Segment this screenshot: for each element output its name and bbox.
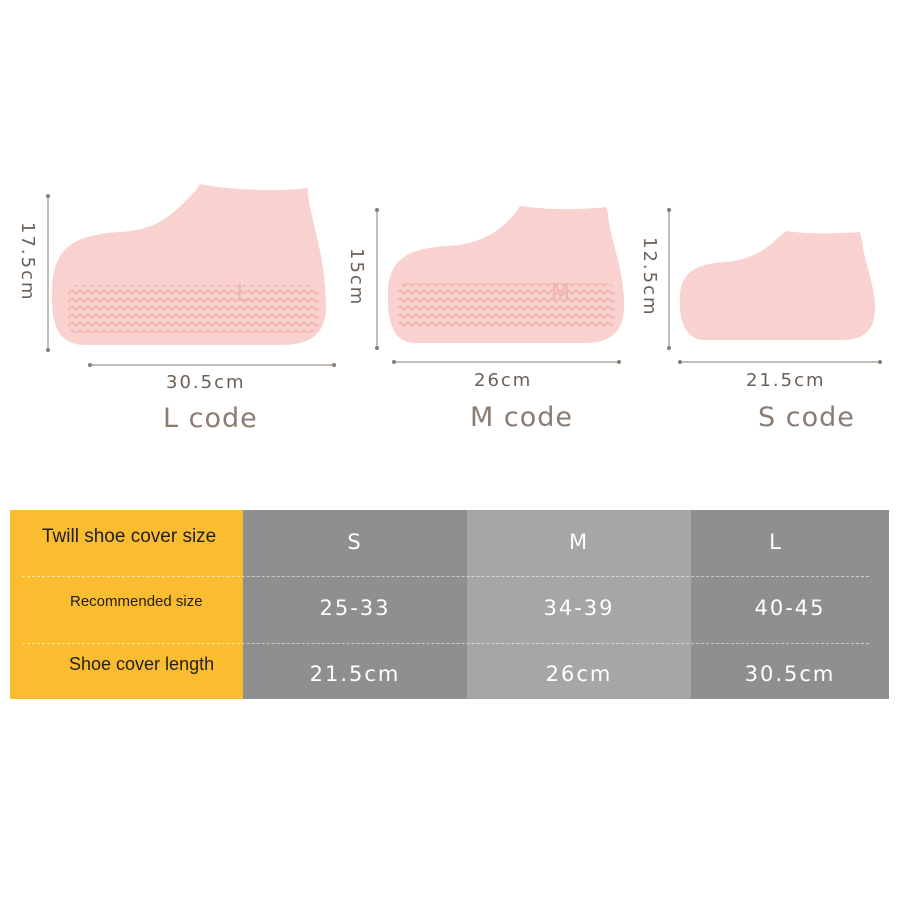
shoe-l-length: 30.5cm bbox=[166, 372, 246, 393]
cell-size-m: M bbox=[568, 530, 590, 554]
row-header-length: Shoe cover length bbox=[69, 654, 215, 674]
row-header-recommended: Recommended size bbox=[70, 593, 203, 610]
row-header-size: Twill shoe cover size bbox=[42, 526, 217, 547]
size-table: Twill shoe cover size Recommended size S… bbox=[10, 510, 889, 699]
shoe-s-illustration bbox=[667, 208, 882, 364]
row-divider bbox=[22, 643, 869, 644]
shoe-s-code: S code bbox=[758, 402, 855, 433]
shoe-m-code: M code bbox=[470, 402, 573, 433]
sole-letter-l: L bbox=[236, 279, 250, 307]
cell-recommended-s: 25-33 bbox=[319, 596, 391, 620]
cell-recommended-l: 40-45 bbox=[754, 596, 826, 620]
shoe-s-length: 21.5cm bbox=[746, 370, 826, 391]
shoe-m-illustration: M bbox=[375, 206, 625, 364]
cell-length-l: 30.5cm bbox=[744, 662, 836, 686]
cell-recommended-m: 34-39 bbox=[543, 596, 615, 620]
sole-letter-m: M bbox=[551, 281, 570, 306]
cell-size-l: L bbox=[769, 530, 783, 554]
cell-size-s: S bbox=[347, 530, 363, 554]
shoe-s-height: 12.5cm bbox=[639, 237, 660, 317]
table-column-m bbox=[467, 510, 691, 699]
table-header-column bbox=[10, 510, 243, 699]
shoe-l-code: L code bbox=[163, 403, 258, 434]
row-divider bbox=[22, 576, 869, 577]
table-column-l bbox=[691, 510, 889, 699]
table-column-s bbox=[243, 510, 467, 699]
cell-length-m: 26cm bbox=[545, 662, 613, 686]
shoe-m-length: 26cm bbox=[474, 370, 533, 391]
cell-length-s: 21.5cm bbox=[309, 662, 401, 686]
shoe-l-illustration: L bbox=[46, 184, 336, 367]
